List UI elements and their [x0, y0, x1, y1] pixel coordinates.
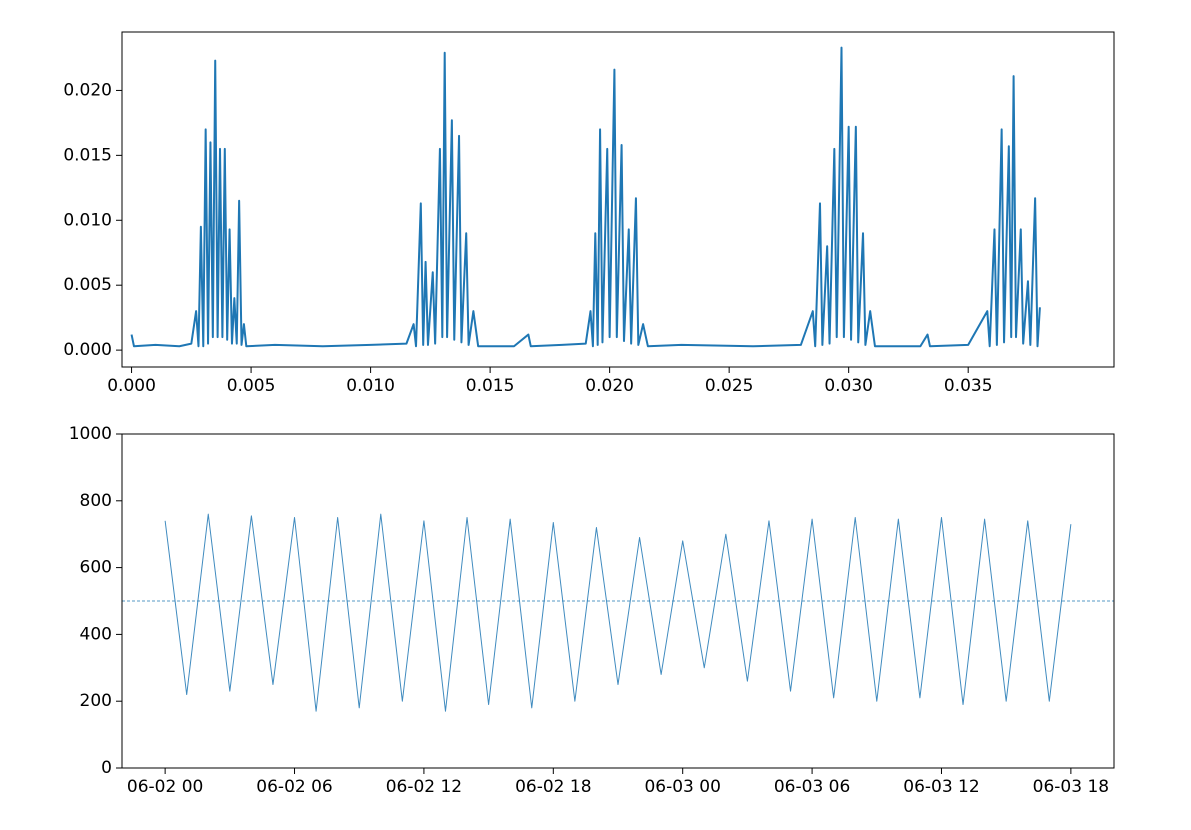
y-tick-label: 400 [80, 624, 112, 644]
x-tick-label: 06-03 18 [1033, 777, 1109, 797]
y-tick-label: 0.005 [63, 275, 112, 295]
x-tick-label: 06-03 12 [903, 777, 979, 797]
axes-frame [121, 433, 1115, 769]
x-tick-label: 06-03 06 [774, 777, 850, 797]
y-tick-label: 0.020 [63, 80, 112, 100]
y-tick-label: 0.015 [63, 145, 112, 165]
y-tick-label: 0.010 [63, 210, 112, 230]
x-tick-label: 06-02 12 [386, 777, 462, 797]
y-tick-label: 1000 [69, 424, 112, 444]
x-tick-label: 0.005 [227, 376, 276, 396]
data-line [130, 46, 1041, 348]
x-tick-label: 0.010 [346, 376, 395, 396]
x-tick-label: 06-03 00 [644, 777, 720, 797]
x-tick-label: 0.025 [705, 376, 754, 396]
x-tick-label: 06-02 00 [127, 777, 203, 797]
x-tick-label: 0.030 [824, 376, 873, 396]
x-tick-label: 0.035 [944, 376, 993, 396]
data-line [164, 513, 1072, 712]
x-tick-label: 06-02 06 [256, 777, 332, 797]
subplot: 0.000 0.005 0.010 0.015 0.020 0.000 0.005 0.010… [63, 31, 1115, 396]
subplot: 0 200 400 600 800 1000 06-02 00 06-02 06 06-02 1… [69, 424, 1115, 797]
y-tick-label: 800 [80, 491, 112, 511]
x-tick-label: 0.015 [466, 376, 515, 396]
y-tick-label: 0.000 [63, 340, 112, 360]
x-tick-label: 06-02 18 [515, 777, 591, 797]
y-tick-label: 200 [80, 691, 112, 711]
x-tick-label: 0.020 [585, 376, 634, 396]
x-tick-label: 0.000 [107, 376, 156, 396]
y-tick-label: 0 [101, 758, 112, 778]
y-tick-label: 600 [80, 558, 112, 578]
axes-frame [121, 31, 1115, 368]
